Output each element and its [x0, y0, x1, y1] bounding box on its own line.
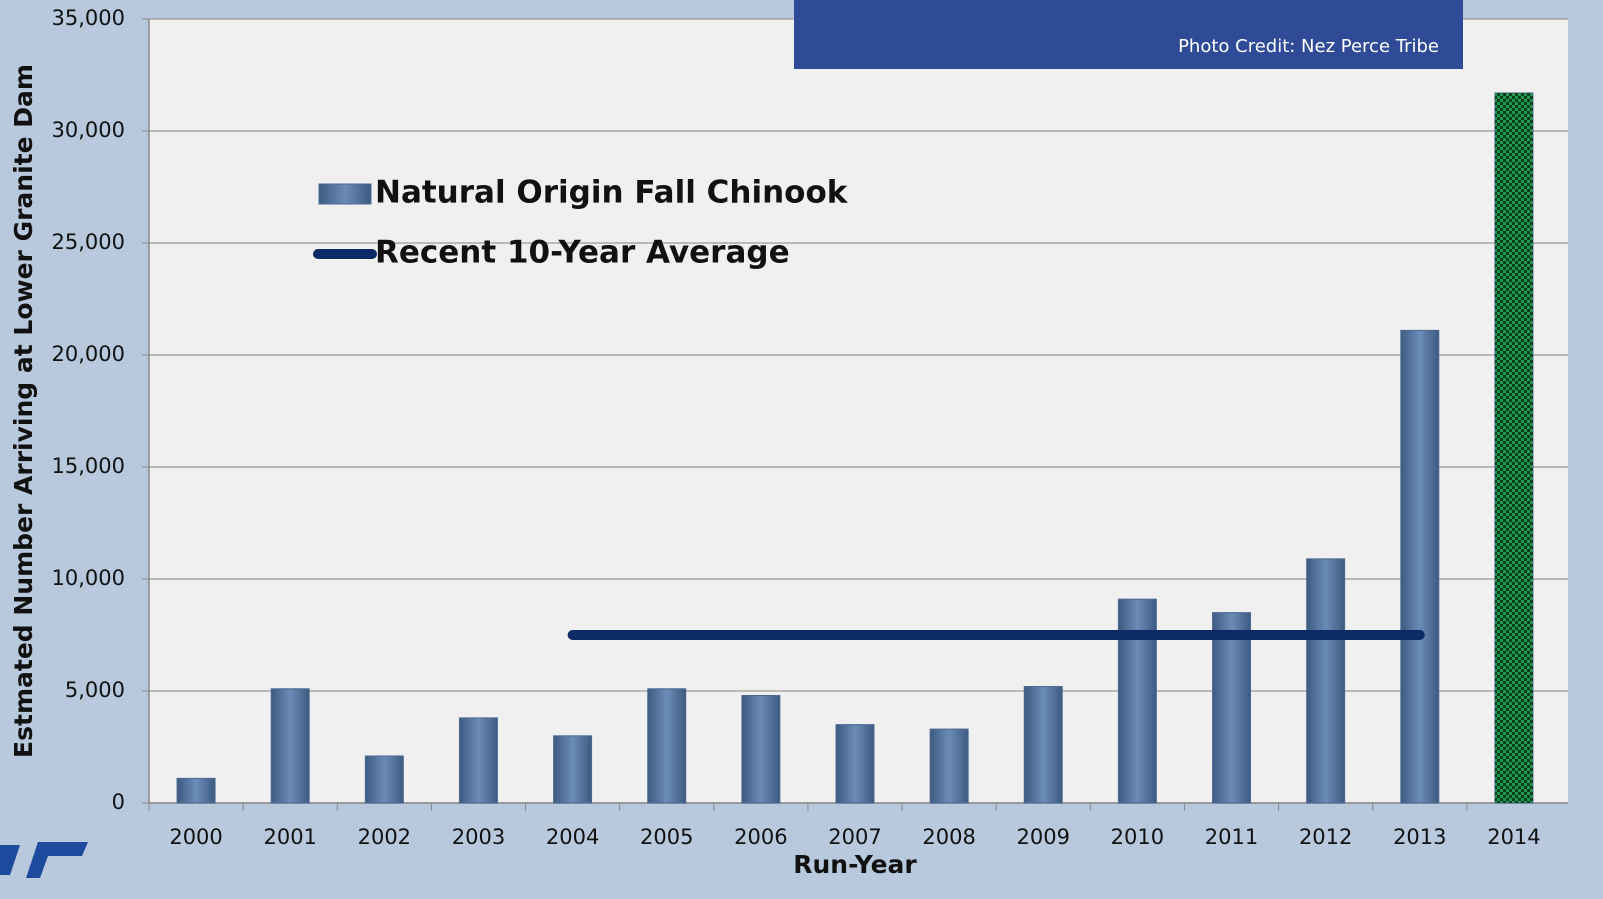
legend-label: Recent 10-Year Average — [375, 235, 790, 271]
x-tick-label: 2000 — [169, 825, 222, 849]
y-tick-label: 30,000 — [52, 118, 125, 142]
x-tick-label: 2003 — [452, 825, 505, 849]
bar — [1400, 329, 1440, 804]
y-tick-label: 10,000 — [52, 566, 125, 590]
x-tick-label: 2005 — [640, 825, 693, 849]
x-tick-label: 2013 — [1393, 825, 1446, 849]
bar — [458, 717, 498, 804]
x-tick-label: 2011 — [1205, 825, 1258, 849]
bar — [741, 694, 781, 804]
bar — [1306, 558, 1346, 804]
bar — [929, 728, 969, 804]
x-tick-label: 2004 — [546, 825, 599, 849]
x-tick-label: 2007 — [828, 825, 881, 849]
logo — [0, 842, 88, 878]
plot-area — [149, 19, 1568, 803]
bar — [835, 724, 875, 804]
legend-label: Natural Origin Fall Chinook — [375, 175, 849, 211]
y-tick-label: 20,000 — [52, 342, 125, 366]
x-tick-label: 2010 — [1111, 825, 1164, 849]
x-axis-title: Run-Year — [793, 850, 917, 879]
x-tick-label: 2008 — [922, 825, 975, 849]
y-tick-label: 5,000 — [65, 678, 125, 702]
bar — [176, 777, 216, 804]
bar — [1117, 598, 1157, 804]
y-tick-label: 25,000 — [52, 230, 125, 254]
bar-pattern — [1494, 92, 1533, 804]
bar — [1023, 686, 1063, 804]
y-axis-title: Estmated Number Arriving at Lower Granit… — [9, 64, 38, 758]
x-tick-label: 2002 — [358, 825, 411, 849]
x-tick-label: 2014 — [1487, 825, 1540, 849]
x-tick-label: 2001 — [263, 825, 316, 849]
y-tick-label: 35,000 — [52, 6, 125, 30]
bar — [553, 735, 593, 804]
y-tick-label: 15,000 — [52, 454, 125, 478]
bar — [364, 755, 404, 804]
photo — [794, 0, 1463, 69]
y-tick-label: 0 — [112, 790, 125, 814]
bar — [647, 688, 687, 804]
bar — [1212, 612, 1252, 804]
x-tick-label: 2009 — [1017, 825, 1070, 849]
x-tick-label: 2012 — [1299, 825, 1352, 849]
photo-credit: Photo Credit: Nez Perce Tribe — [1178, 36, 1439, 57]
legend-swatch — [318, 183, 372, 205]
x-tick-label: 2006 — [734, 825, 787, 849]
bar — [270, 688, 310, 804]
